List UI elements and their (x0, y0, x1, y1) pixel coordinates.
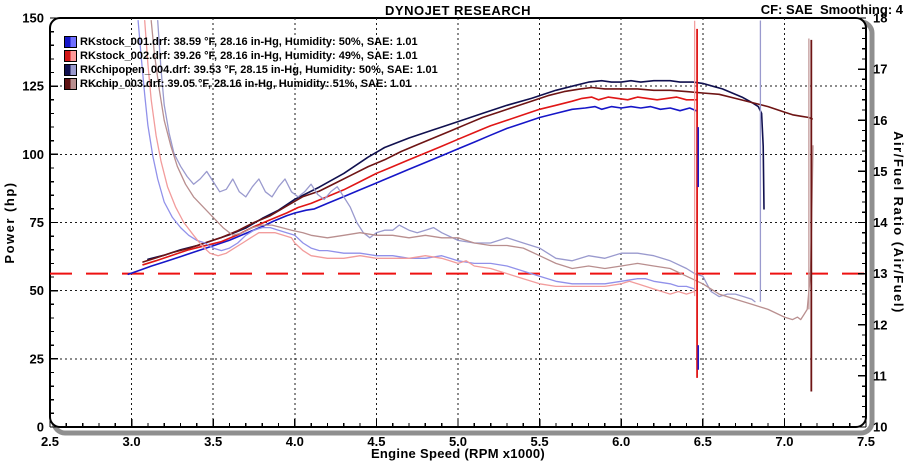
legend-item: RKchipopen_004.drf: 39.53 °F, 28.15 in-H… (64, 63, 438, 77)
curve-afr-stock-001 (137, 19, 696, 290)
legend-key-swatch (64, 64, 77, 76)
svg-text:10: 10 (873, 420, 887, 435)
svg-text:125: 125 (22, 79, 44, 94)
svg-text:11: 11 (873, 368, 887, 383)
curve-power-chip-003 (142, 86, 813, 263)
svg-text:13: 13 (873, 266, 887, 281)
svg-text:18: 18 (873, 11, 887, 26)
svg-text:6.0: 6.0 (612, 434, 630, 449)
svg-text:12: 12 (873, 317, 887, 332)
svg-text:3.0: 3.0 (123, 434, 141, 449)
series-curves (127, 19, 814, 392)
svg-text:16: 16 (873, 113, 887, 128)
svg-text:25: 25 (30, 351, 44, 366)
x-axis-tick-labels: 2.5 3.0 3.5 4.0 4.5 5.0 5.5 6.0 6.5 7.0 7.5 (41, 434, 875, 449)
curve-afr-stock-002 (144, 19, 696, 295)
svg-text:14: 14 (873, 215, 888, 230)
page-title: DYNOJET RESEARCH (385, 3, 531, 18)
legend-item: RKstock_002.drf: 39.26 °F, 28.16 in-Hg, … (64, 49, 438, 63)
left-axis-title: Power (hp) (2, 181, 17, 263)
right-axis-tick-labels: 10 11 12 13 14 15 16 17 18 (873, 11, 888, 435)
right-axis-title: Air/Fuel Ratio (Air/Fuel) (891, 131, 906, 314)
gridlines (50, 18, 866, 427)
svg-text:150: 150 (22, 11, 44, 26)
svg-text:15: 15 (873, 164, 887, 179)
svg-text:6.5: 6.5 (694, 434, 712, 449)
svg-text:0: 0 (37, 420, 44, 435)
legend-item: RKstock_001.drf: 38.59 °F, 28.16 in-Hg, … (64, 35, 438, 49)
legend-item-label: RKstock_002.drf: 39.26 °F, 28.16 in-Hg, … (80, 50, 418, 62)
curve-afr-chip-003 (150, 19, 814, 321)
svg-text:4.5: 4.5 (367, 434, 385, 449)
legend-key-swatch (64, 50, 77, 62)
legend-key-swatch (64, 78, 77, 90)
axis-ticks (49, 17, 867, 428)
svg-text:3.5: 3.5 (204, 434, 222, 449)
curve-afr-chipopen-004 (157, 19, 756, 303)
svg-text:5.0: 5.0 (449, 434, 467, 449)
svg-text:2.5: 2.5 (41, 434, 59, 449)
legend: RKstock_001.drf: 38.59 °F, 28.16 in-Hg, … (64, 35, 438, 91)
svg-text:7.0: 7.0 (775, 434, 793, 449)
curve-power-stock-001 (127, 105, 698, 276)
left-axis-tick-labels: 0 25 50 75 100 125 150 (22, 11, 44, 435)
svg-text:100: 100 (22, 147, 44, 162)
x-axis-title: Engine Speed (RPM x1000) (371, 446, 545, 461)
svg-text:50: 50 (30, 283, 44, 298)
legend-key-swatch (64, 36, 77, 48)
legend-item-label: RKchip_003.drf: 39.05 °F, 28.16 in-Hg, H… (80, 78, 412, 90)
legend-item-label: RKchipopen_004.drf: 39.53 °F, 28.15 in-H… (80, 64, 438, 76)
svg-text:75: 75 (30, 215, 44, 230)
svg-text:7.5: 7.5 (857, 434, 875, 449)
svg-text:4.0: 4.0 (286, 434, 304, 449)
svg-text:5.5: 5.5 (531, 434, 549, 449)
correction-smoothing-label: CF: SAE Smoothing: 4 (760, 2, 903, 17)
legend-item: RKchip_003.drf: 39.05 °F, 28.16 in-Hg, H… (64, 77, 438, 91)
svg-text:17: 17 (873, 62, 887, 77)
legend-item-label: RKstock_001.drf: 38.59 °F, 28.16 in-Hg, … (80, 36, 418, 48)
